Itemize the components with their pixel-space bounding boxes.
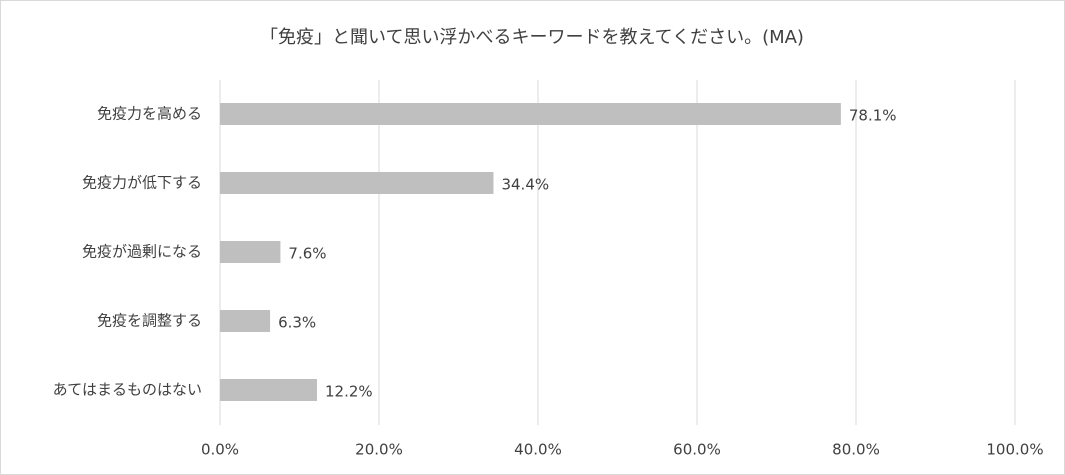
bar [220,172,494,194]
bar [220,241,281,263]
y-tick-label: あてはまるものはない [53,381,202,399]
value-label: 12.2% [325,383,373,401]
bar [220,310,271,332]
bar [220,103,841,125]
y-tick-label: 免疫力が低下する [82,174,202,192]
x-tick-label: 20.0% [355,441,403,459]
y-tick-label: 免疫を調整する [97,312,202,330]
value-label: 34.4% [501,176,549,194]
x-tick-label: 40.0% [514,441,562,459]
value-label: 78.1% [849,107,897,125]
chart-title: 「免疫」と聞いて思い浮かべるキーワードを教えてください。(MA) [260,27,804,48]
x-tick-label: 100.0% [986,441,1043,459]
x-tick-label: 0.0% [201,441,239,459]
y-tick-label: 免疫が過剰になる [82,243,202,261]
value-label: 7.6% [288,245,326,263]
y-tick-label: 免疫力を高める [97,105,202,123]
value-label: 6.3% [278,314,316,332]
x-tick-label: 60.0% [673,441,721,459]
x-tick-label: 80.0% [832,441,880,459]
bar [220,379,317,401]
